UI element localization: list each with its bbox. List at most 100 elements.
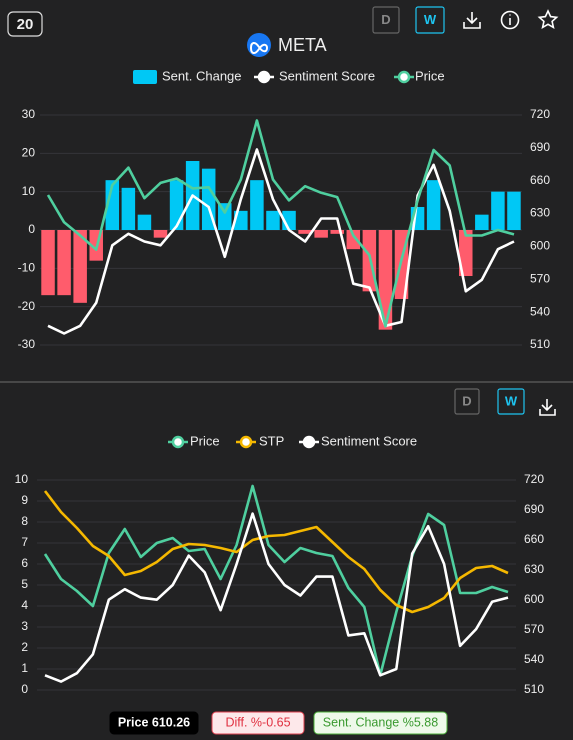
top-buttons[interactable]: D W bbox=[372, 6, 445, 34]
footer-pill bbox=[313, 711, 448, 735]
y-tick-label: 0 bbox=[28, 222, 35, 236]
y2-tick-label: 540 bbox=[530, 304, 550, 318]
badge-box bbox=[7, 11, 43, 37]
y2-tick-label: 570 bbox=[530, 271, 550, 285]
info-icon[interactable] bbox=[500, 10, 520, 30]
legend-label: Sent. Change bbox=[162, 68, 242, 83]
bar bbox=[314, 230, 328, 238]
y2-tick-label: 510 bbox=[524, 682, 544, 696]
y-tick-label: 5 bbox=[21, 577, 28, 591]
day-label[interactable]: D bbox=[462, 393, 471, 408]
line bbox=[43, 490, 509, 614]
bar bbox=[475, 214, 489, 230]
legend-label: STP bbox=[259, 433, 284, 448]
bar bbox=[137, 214, 152, 230]
y-tick-label: 2 bbox=[21, 640, 28, 654]
day-label[interactable]: D bbox=[381, 12, 390, 27]
y2-tick-label: 690 bbox=[524, 502, 544, 516]
download-icon[interactable] bbox=[539, 399, 556, 416]
legend-swatch bbox=[133, 70, 157, 84]
title: META bbox=[278, 35, 327, 55]
legend-marker bbox=[171, 435, 185, 449]
bar bbox=[57, 230, 71, 296]
y2-tick-label: 570 bbox=[524, 622, 544, 636]
footer-label: Diff. % bbox=[225, 716, 262, 730]
footer-value: 610.26 bbox=[152, 716, 190, 730]
y-tick-label: 20 bbox=[22, 146, 36, 160]
meta-logo-mark bbox=[249, 42, 269, 54]
footer-pill bbox=[109, 711, 199, 735]
bar bbox=[218, 203, 232, 230]
footer-text: Price 610.26 bbox=[118, 716, 190, 730]
bar bbox=[73, 230, 87, 303]
legend-label: Sentiment Score bbox=[321, 433, 417, 448]
footer-value: 5.88 bbox=[414, 716, 438, 730]
line bbox=[47, 148, 515, 335]
y-tick-label: -30 bbox=[18, 337, 36, 351]
y-tick-label: 30 bbox=[22, 107, 36, 121]
panel2-buttons[interactable]: D W bbox=[454, 388, 525, 415]
y2-tick-label: 660 bbox=[524, 532, 544, 546]
legend-label: Sentiment Score bbox=[279, 68, 375, 83]
y2-tick-label: 600 bbox=[530, 239, 550, 253]
y-tick-label: 9 bbox=[21, 493, 28, 507]
footer-label: Sent. Change % bbox=[323, 716, 414, 730]
y-tick-label: 10 bbox=[22, 184, 36, 198]
bar bbox=[41, 230, 55, 296]
bar bbox=[378, 230, 393, 330]
y-tick-label: 10 bbox=[15, 472, 29, 486]
bar bbox=[330, 230, 344, 234]
y-tick-label: 0 bbox=[21, 682, 28, 696]
bar bbox=[250, 180, 264, 230]
y2-tick-label: 630 bbox=[524, 562, 544, 576]
legend-marker bbox=[239, 435, 253, 449]
footer-pill bbox=[211, 711, 305, 735]
y2-tick-label: 720 bbox=[530, 107, 550, 121]
footer-text: Sent. Change %5.88 bbox=[323, 716, 438, 730]
y2-tick-label: 720 bbox=[524, 472, 544, 486]
y2-tick-label: 540 bbox=[524, 652, 544, 666]
bar bbox=[491, 191, 505, 230]
line bbox=[43, 484, 509, 677]
y2-tick-label: 630 bbox=[530, 206, 550, 220]
bar bbox=[121, 187, 136, 230]
y2-tick-label: 600 bbox=[524, 592, 544, 606]
y-tick-label: -10 bbox=[18, 261, 36, 275]
y2-tick-label: 510 bbox=[530, 337, 550, 351]
line bbox=[44, 512, 509, 683]
bar bbox=[346, 230, 361, 250]
y-tick-label: 7 bbox=[21, 535, 28, 549]
footer-value: -0.65 bbox=[262, 716, 291, 730]
legend-label: Price bbox=[415, 68, 445, 83]
bar bbox=[169, 180, 184, 230]
y-tick-label: 8 bbox=[21, 514, 28, 528]
week-label[interactable]: W bbox=[505, 393, 518, 408]
bar bbox=[105, 180, 120, 230]
bar bbox=[426, 180, 441, 230]
badge: 20 bbox=[17, 16, 34, 33]
bar bbox=[298, 230, 312, 234]
legend-marker bbox=[397, 70, 411, 84]
bar bbox=[459, 230, 473, 276]
line bbox=[46, 119, 515, 328]
y2-tick-label: 660 bbox=[530, 173, 550, 187]
day-button[interactable] bbox=[454, 388, 480, 415]
week-button[interactable] bbox=[497, 388, 525, 415]
star-icon[interactable] bbox=[537, 9, 559, 29]
legend-marker bbox=[257, 70, 271, 84]
day-button[interactable] bbox=[372, 6, 400, 34]
y-tick-label: -20 bbox=[18, 299, 36, 313]
y-tick-label: 1 bbox=[21, 661, 28, 675]
week-button[interactable] bbox=[415, 6, 445, 34]
y-tick-label: 3 bbox=[21, 619, 28, 633]
download-icon[interactable] bbox=[463, 12, 481, 29]
y-tick-label: 6 bbox=[21, 556, 28, 570]
bar bbox=[507, 191, 521, 230]
week-label[interactable]: W bbox=[424, 12, 437, 27]
y-tick-label: 4 bbox=[21, 598, 28, 612]
y2-tick-label: 690 bbox=[530, 140, 550, 154]
bar bbox=[266, 210, 280, 230]
footer-text: Diff. %-0.65 bbox=[225, 716, 290, 730]
